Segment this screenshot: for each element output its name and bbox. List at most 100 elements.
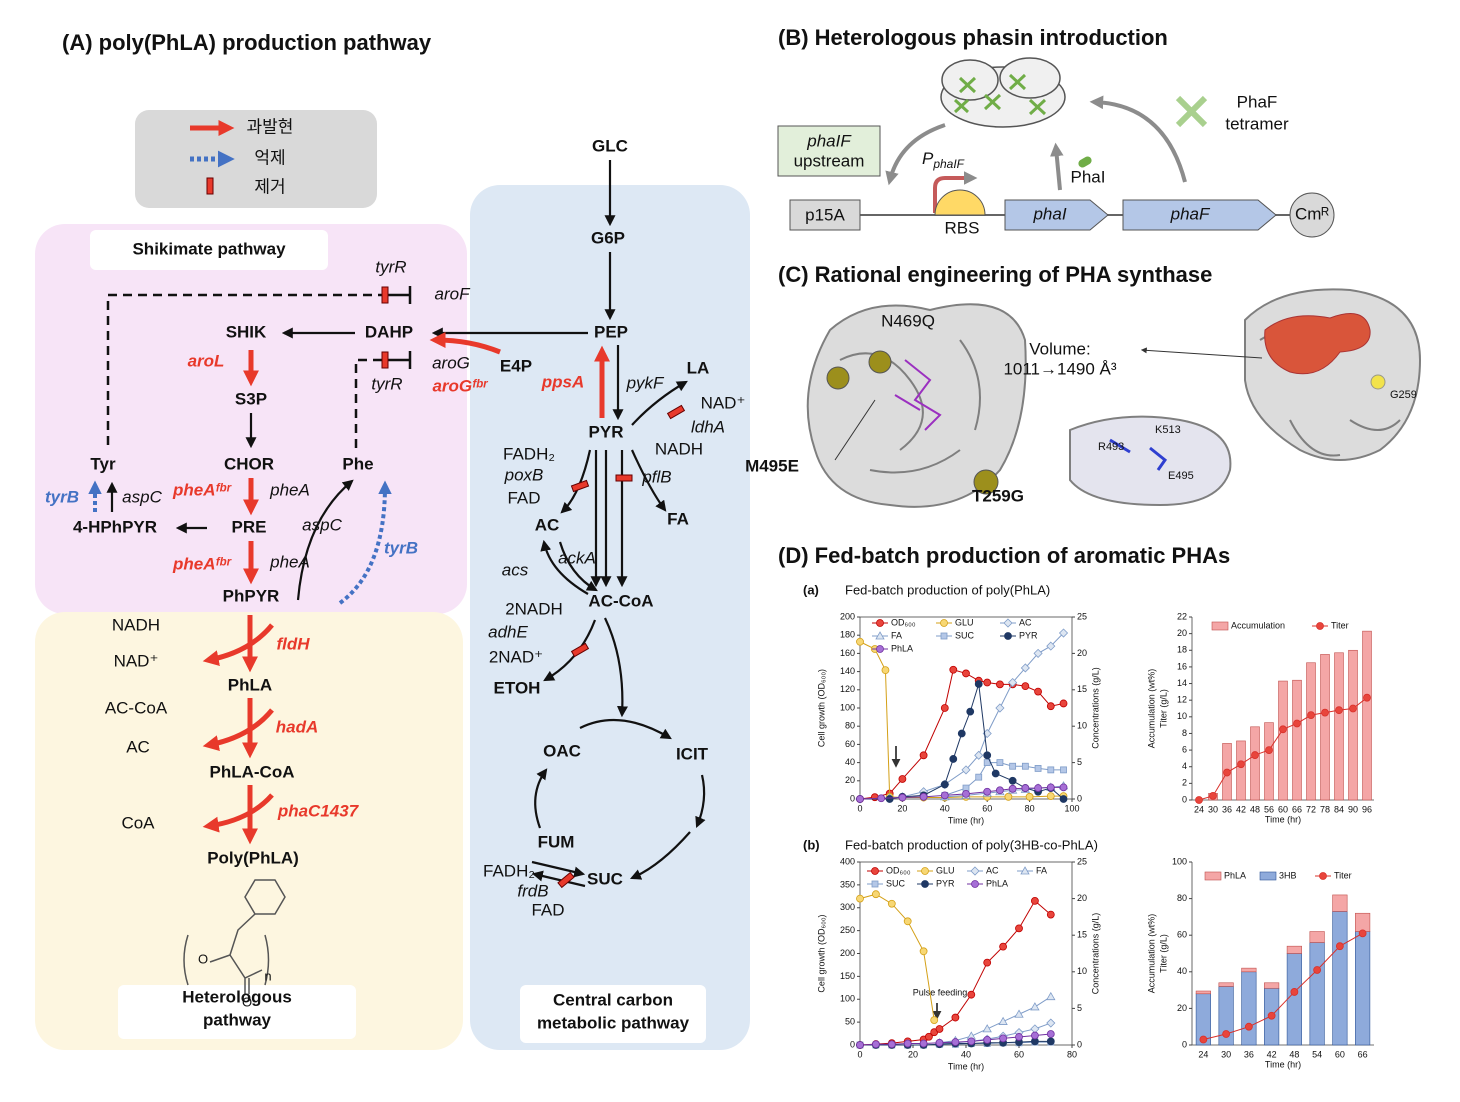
x-tick-label: 84: [1334, 804, 1344, 814]
data-point: [1046, 641, 1056, 651]
protein-label: tetramer: [1225, 114, 1289, 133]
data-point: [872, 890, 880, 899]
data-point: [967, 990, 976, 999]
data-point: [1307, 711, 1315, 720]
legend-marker: [921, 867, 929, 875]
x-tick-label: 48: [1289, 1049, 1299, 1059]
legend-box: [135, 110, 377, 208]
overexpressed-genes: ppsA: [541, 372, 585, 391]
label-box: [90, 230, 328, 270]
data-point: [930, 1016, 939, 1025]
y2-tick-label: 25: [1077, 611, 1087, 621]
ligand: [894, 359, 942, 431]
y-tick-label: 10: [1177, 711, 1187, 721]
data-point: [1237, 760, 1245, 769]
cofactors: 2NAD⁺: [489, 647, 543, 666]
genes: poxB: [504, 465, 544, 484]
overexpressed-genes: fldH: [276, 634, 310, 653]
phasin-crosses: [953, 73, 1047, 116]
x-tick-label: 60: [1335, 1049, 1345, 1059]
data-point: [1046, 792, 1055, 800]
bar: [1286, 945, 1302, 954]
y2-tick-label: 10: [1077, 966, 1087, 976]
protein-label: PhaI: [1071, 167, 1106, 186]
legend-marker: [940, 632, 948, 640]
bar: [1348, 649, 1358, 801]
y-tick-label: 18: [1177, 645, 1187, 655]
x-tick-label: 60: [1014, 1049, 1024, 1059]
data-point: [974, 750, 984, 760]
cofactors: AC: [126, 737, 150, 756]
y2-tick-label: 10: [1077, 721, 1087, 731]
x-tick-label: 54: [1312, 1049, 1322, 1059]
legend-label: AC: [1019, 617, 1032, 627]
genes: ldhA: [691, 417, 725, 436]
rbs-label: RBS: [945, 218, 980, 237]
region-label: Heterologous: [182, 987, 292, 1006]
y-tick-label: 100: [840, 702, 855, 712]
y2-tick-label: 5: [1077, 757, 1082, 767]
x-tick-label: 24: [1198, 1049, 1208, 1059]
y-tick-label: 6: [1182, 744, 1187, 754]
bar: [1250, 726, 1260, 801]
panel-title: (C) Rational engineering of PHA synthase: [778, 262, 1212, 287]
y-tick-label: 80: [845, 721, 855, 731]
y2-tick-label: 15: [1077, 684, 1087, 694]
genes: aspC: [122, 487, 162, 506]
data-point: [856, 795, 864, 803]
metabolites: FA: [667, 509, 689, 528]
bar: [1332, 894, 1348, 912]
data-point: [1363, 693, 1371, 702]
data-point: [856, 894, 864, 903]
series-line: [859, 641, 1064, 799]
region-label: metabolic pathway: [537, 1013, 690, 1032]
x-tick-label: 36: [1244, 1049, 1254, 1059]
x-tick-label: 60: [982, 803, 992, 813]
x-tick-label: 60: [1278, 804, 1288, 814]
data-point: [935, 1025, 944, 1033]
series-line: [860, 683, 1064, 800]
region-label: Central carbon: [553, 990, 673, 1009]
data-point: [974, 680, 983, 688]
y-tick-label: 14: [1177, 678, 1187, 688]
data-point: [1279, 725, 1287, 734]
data-point: [983, 751, 992, 760]
data-point: [898, 775, 907, 783]
cofactors: CoA: [121, 813, 155, 832]
bar: [1306, 662, 1316, 801]
titer-line: [1203, 932, 1363, 1040]
data-point: [1021, 762, 1029, 770]
legend-marker: [1020, 866, 1030, 875]
knockout-mark: [381, 351, 389, 369]
bar: [1241, 971, 1257, 1046]
y2-tick-label: 20: [1077, 648, 1087, 658]
legend-label: SUC: [886, 878, 906, 888]
genes: frdB: [517, 881, 548, 900]
overexpressed-genes: pheAᶠᵇʳ: [172, 554, 232, 573]
residue-sphere: [973, 469, 999, 495]
bar: [1278, 680, 1288, 801]
y-tick-label: 8: [1182, 728, 1187, 738]
y-tick-label: 0: [850, 1039, 855, 1049]
x-tick-label: 72: [1306, 804, 1316, 814]
x-tick-label: 20: [908, 1049, 918, 1059]
gene-label: phaF: [1170, 204, 1211, 223]
overexpressed-genes: aroL: [188, 351, 225, 370]
label-box: [520, 985, 706, 1043]
data-point: [1293, 719, 1301, 728]
y-tick-label: 12: [1177, 695, 1187, 705]
legend-marker: [1003, 618, 1013, 628]
bar: [1292, 679, 1302, 801]
legend-label: OD₆₀₀: [886, 865, 911, 875]
cofactors: FAD: [507, 488, 540, 507]
y-tick-label: 20: [1177, 628, 1187, 638]
subpanel-label: (b): [803, 837, 820, 852]
mutation-label: N469Q: [881, 311, 935, 330]
x-tick-label: 24: [1194, 804, 1204, 814]
data-point: [1251, 751, 1259, 759]
genes: aroF: [435, 284, 472, 303]
data-point: [996, 680, 1004, 689]
x-tick-label: 0: [857, 803, 862, 813]
flow-arrow: [885, 123, 946, 186]
data-point: [1058, 628, 1069, 638]
